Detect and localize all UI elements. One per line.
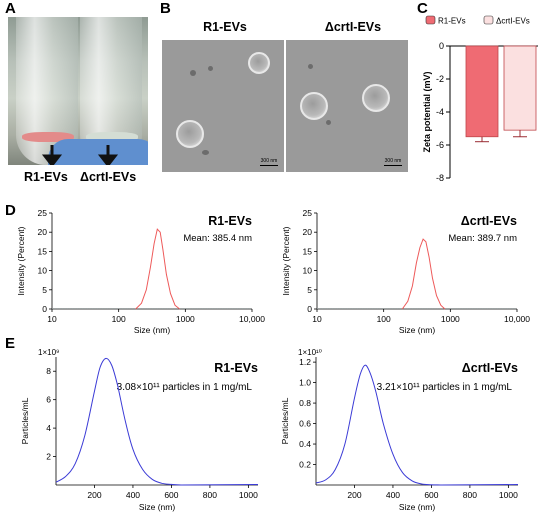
scale-bar: 300 nm xyxy=(384,158,402,166)
x-tick-label: 200 xyxy=(347,490,361,500)
y-tick-label: 6 xyxy=(46,395,51,405)
y-tick-label: 15 xyxy=(303,246,313,256)
y-axis-label: Zeta potential (mV) xyxy=(422,71,432,152)
y-tick-label: 25 xyxy=(303,208,313,218)
y-axis-label: Intensity (Percent) xyxy=(16,226,26,295)
x-tick-label: 10 xyxy=(47,314,57,324)
em-title-r1: R1-EVs xyxy=(203,20,247,34)
panel-letter-a: A xyxy=(5,0,16,17)
y-tick-label: 1.2 xyxy=(299,357,311,367)
arrow-down-icon xyxy=(41,154,63,165)
x-tick-label: 100 xyxy=(377,314,391,324)
y-tick-label: 0 xyxy=(42,304,47,314)
x-tick-label: 1000 xyxy=(499,490,518,500)
em-image-r1: 300 nm xyxy=(162,40,284,172)
y-tick-label: -8 xyxy=(436,173,444,183)
x-axis-label: Size (nm) xyxy=(399,502,436,512)
mean-annotation: Mean: 389.7 nm xyxy=(448,233,517,244)
y-axis-label: Particles/mL xyxy=(280,397,290,444)
zeta-bar xyxy=(503,45,537,131)
dls-chart-r1: 0 5 10 15 20 25 10 100 1000 10,000 Size (nm) Intens… xyxy=(16,208,265,335)
y-tick-label: 0.4 xyxy=(299,439,311,449)
pellet-crti xyxy=(86,132,138,142)
y-tick-label: 0.2 xyxy=(299,460,311,470)
mean-annotation: Mean: 385.4 nm xyxy=(183,233,252,244)
pellet-r1 xyxy=(22,132,74,142)
panel-letter-b: B xyxy=(160,0,171,17)
x-axis-label: Size (nm) xyxy=(399,325,436,335)
y-tick-label: 25 xyxy=(38,208,48,218)
chart-title: ΔcrtI-EVs xyxy=(462,361,518,375)
x-tick-label: 600 xyxy=(424,490,438,500)
y-tick-label: -4 xyxy=(436,107,444,117)
x-axis-label: Size (nm) xyxy=(134,325,171,335)
particle-annotation: 3.08×10¹¹ particles in 1 mg/mL xyxy=(117,382,253,393)
glove xyxy=(48,139,148,165)
chart-title: R1-EVs xyxy=(208,214,252,228)
photo-label-r1: R1-EVs xyxy=(24,170,68,184)
exponent-label: 1×10⁹ xyxy=(38,348,59,357)
x-tick-label: 200 xyxy=(87,490,101,500)
x-tick-label: 600 xyxy=(164,490,178,500)
photo-label-crti: ΔcrtI-EVs xyxy=(80,170,137,184)
dls-series xyxy=(401,238,446,310)
panel-letter-d: D xyxy=(5,202,16,219)
x-tick-label: 1000 xyxy=(239,490,258,500)
legend-swatch xyxy=(425,15,436,25)
nta-series xyxy=(55,357,259,486)
scale-bar: 300 nm xyxy=(260,158,278,166)
exponent-label: 1×10¹⁰ xyxy=(298,348,322,357)
y-tick-label: 20 xyxy=(303,227,313,237)
x-tick-label: 1000 xyxy=(176,314,195,324)
y-tick-label: 0 xyxy=(439,41,444,51)
x-tick-label: 400 xyxy=(126,490,140,500)
y-tick-label: 10 xyxy=(38,266,48,276)
y-tick-label: -6 xyxy=(436,140,444,150)
em-image-crti: 300 nm xyxy=(286,40,408,172)
legend-label: R1-EVs xyxy=(438,17,466,26)
y-tick-label: 4 xyxy=(46,423,51,433)
x-tick-label: 800 xyxy=(203,490,217,500)
y-tick-label: 8 xyxy=(46,366,51,376)
nta-series xyxy=(315,364,519,486)
dls-chart-crti: 0 5 10 15 20 25 10 100 1000 10,000 Size (nm) Intens… xyxy=(281,208,530,335)
y-tick-label: 0 xyxy=(307,304,312,314)
arrow-down-icon xyxy=(97,154,119,165)
x-axis-label: Size (nm) xyxy=(139,502,176,512)
x-tick-label: 1000 xyxy=(441,314,460,324)
zeta-chart: R1-EVs ΔcrtI-EVs 0 -2 -4 -6 -8 Zeta potential (… xyxy=(422,15,538,183)
chart-title: R1-EVs xyxy=(214,361,258,375)
y-tick-label: 1.0 xyxy=(299,378,311,388)
panel-letter-e: E xyxy=(5,335,16,352)
tube-photo xyxy=(8,17,148,165)
y-tick-label: 0.6 xyxy=(299,419,311,429)
y-tick-label: 20 xyxy=(38,227,48,237)
arrows xyxy=(41,145,119,165)
x-tick-label: 10,000 xyxy=(504,314,530,324)
panel-letter-c: C xyxy=(417,0,428,17)
chart-title: ΔcrtI-EVs xyxy=(461,214,517,228)
x-tick-label: 10 xyxy=(312,314,322,324)
dls-series xyxy=(135,228,180,310)
x-tick-label: 10,000 xyxy=(239,314,265,324)
x-tick-label: 100 xyxy=(112,314,126,324)
y-axis-label: Intensity (Percent) xyxy=(281,226,291,295)
x-tick-label: 800 xyxy=(463,490,477,500)
particle-annotation: 3.21×10¹¹ particles in 1 mg/mL xyxy=(377,382,513,393)
y-tick-label: 15 xyxy=(38,246,48,256)
y-tick-label: -2 xyxy=(436,74,444,84)
y-tick-label: 10 xyxy=(303,266,313,276)
x-tick-label: 400 xyxy=(386,490,400,500)
legend-swatch xyxy=(483,15,494,25)
y-tick-label: 0.8 xyxy=(299,398,311,408)
em-title-crti: ΔcrtI-EVs xyxy=(324,20,382,34)
y-tick-label: 5 xyxy=(307,285,312,295)
y-tick-label: 5 xyxy=(42,285,47,295)
legend-label: ΔcrtI-EVs xyxy=(496,17,530,26)
nta-chart-crti: 0.2 0.4 0.6 0.8 1.0 1.2 200 400 600 800 1000 Size (… xyxy=(280,348,519,512)
nta-chart-r1: 2 4 6 8 200 400 600 800 1000 Size (nm) Particles/m… xyxy=(20,348,259,512)
zeta-bar xyxy=(465,45,499,138)
y-tick-label: 2 xyxy=(46,452,51,462)
y-axis-label: Particles/mL xyxy=(20,397,30,444)
